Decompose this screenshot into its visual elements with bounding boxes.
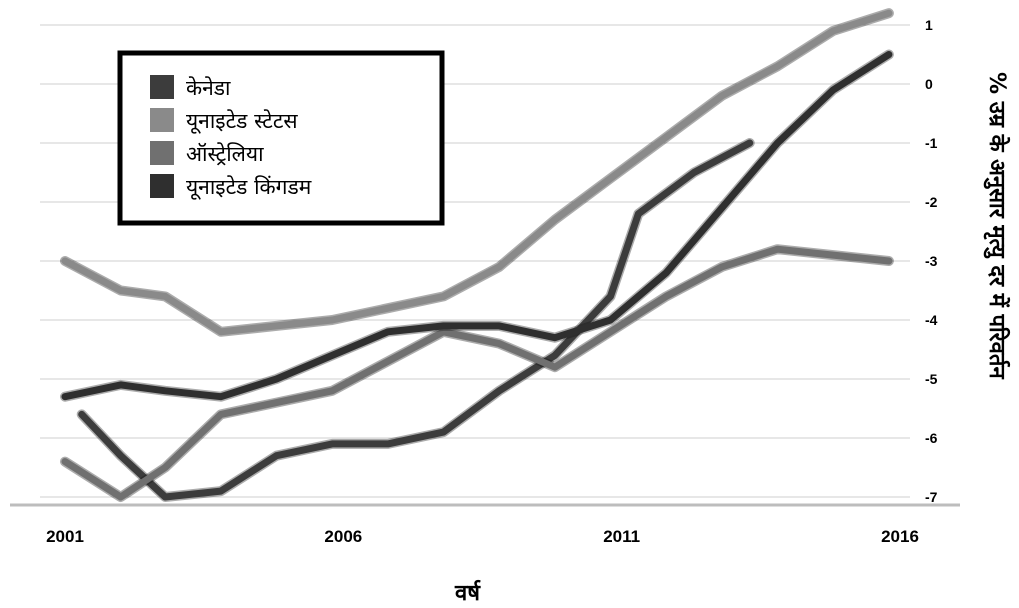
series-line	[61, 245, 893, 501]
legend-items: केनेडा यूनाइटेड स्टेटस ऑस्ट्रेलिया यूनाइटेड…	[150, 75, 312, 200]
y-tick-labels: 1 0 -1 -2 -3 -4 -5 -6 -7	[925, 17, 938, 505]
y-tick-label: -5	[925, 371, 938, 387]
y-tick-label: -2	[925, 194, 938, 210]
legend-label: यूनाइटेड स्टेटस	[186, 109, 298, 134]
y-tick-label: -6	[925, 430, 938, 446]
y-tick-label: -4	[925, 312, 938, 328]
y-axis-title: % उम्र के अनुसार मृत्यु दर में परिवर्तन	[983, 72, 1011, 379]
legend-label: ऑस्ट्रेलिया	[186, 142, 264, 166]
legend: केनेडा यूनाइटेड स्टेटस ऑस्ट्रेलिया यूनाइटेड…	[117, 50, 445, 226]
series-lines	[60, 8, 894, 502]
legend-swatch	[150, 141, 174, 165]
x-tick-label: 2001	[46, 527, 84, 546]
series-line-shadow	[60, 244, 894, 502]
legend-label: केनेडा	[186, 76, 231, 100]
x-tick-labels: 2001 2006 2011 2016	[46, 527, 919, 546]
series-line	[78, 139, 754, 501]
y-tick-label: -1	[925, 135, 938, 151]
series-line	[61, 51, 893, 401]
y-tick-label: 1	[925, 17, 933, 33]
y-tick-label: 0	[925, 76, 933, 92]
x-tick-label: 2016	[881, 527, 919, 546]
x-tick-label: 2011	[603, 527, 640, 546]
x-axis-title: वर्ष	[454, 579, 481, 606]
series-line	[61, 9, 893, 336]
y-tick-label: -7	[925, 489, 938, 505]
y-tick-label: -3	[925, 253, 938, 269]
legend-swatch	[150, 108, 174, 132]
legend-label: यूनाइटेड किंगडम	[186, 175, 312, 200]
x-tick-label: 2006	[324, 527, 362, 546]
legend-swatch	[150, 174, 174, 198]
legend-swatch	[150, 75, 174, 99]
